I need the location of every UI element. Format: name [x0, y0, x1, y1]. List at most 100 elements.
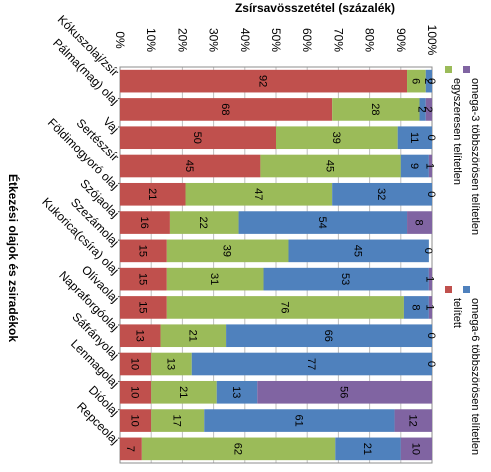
bar-segment	[332, 182, 432, 206]
bar-segment	[185, 182, 333, 206]
bar-segment	[120, 296, 167, 319]
data-label: 31	[208, 273, 220, 285]
bar-segment	[120, 409, 152, 432]
bar-segment	[169, 211, 239, 234]
bar-segment	[425, 69, 432, 93]
data-label: 21	[146, 188, 158, 200]
bar-segment	[238, 211, 408, 234]
data-label: 0	[425, 361, 437, 367]
data-label: 9	[408, 163, 420, 169]
data-label: 45	[352, 245, 364, 257]
data-label: 13	[230, 386, 242, 398]
bar-segment	[120, 126, 276, 150]
data-label: 1	[423, 304, 435, 310]
data-label: 32	[375, 188, 387, 200]
bar-segment	[120, 352, 152, 376]
x-tick-label: 60%	[300, 28, 314, 52]
bar-segment	[419, 98, 426, 121]
legend-label: egyszeresen telítetlen	[451, 78, 463, 185]
data-label: 15	[136, 245, 148, 257]
legend-swatch	[463, 66, 470, 73]
bar-segment	[120, 154, 261, 178]
x-tick-label: 40%	[238, 28, 252, 52]
data-label: 47	[252, 188, 264, 200]
data-label: 2	[422, 78, 434, 84]
data-label: 10	[409, 443, 421, 455]
bar-segment	[151, 380, 217, 404]
data-label: 16	[138, 216, 150, 228]
data-label: 68	[219, 103, 231, 115]
x-tick-label: 20%	[175, 28, 189, 52]
bar-segment	[407, 69, 426, 93]
data-label: 28	[369, 103, 381, 115]
data-label: 11	[408, 132, 420, 143]
legend-swatch	[463, 286, 470, 293]
data-label: 62	[232, 443, 244, 455]
data-label: 77	[305, 358, 317, 370]
bar-segment	[216, 380, 258, 404]
data-label: 7	[124, 446, 136, 452]
bar-segment	[160, 324, 227, 348]
x-tick-label: 30%	[207, 28, 221, 52]
bar-segment	[191, 352, 432, 376]
bar-segment	[120, 380, 152, 404]
data-label: 0	[425, 78, 437, 84]
data-label: 10	[129, 358, 141, 370]
x-tick-label: 0%	[113, 31, 127, 49]
x-tick-label: 10%	[144, 28, 158, 52]
data-label: 39	[330, 132, 342, 144]
data-label: 61	[292, 414, 304, 426]
bar-segment	[120, 182, 186, 206]
bar-segment	[204, 409, 395, 432]
bar-segment	[260, 154, 401, 178]
bar-segment	[120, 69, 408, 93]
data-label: 39	[221, 245, 233, 257]
category-label: Vaj	[100, 114, 122, 136]
data-label: 1	[423, 163, 435, 169]
chart-title: Zsírsavösszetétel (százalék)	[235, 1, 395, 15]
bar-segment	[120, 239, 167, 263]
data-label: 22	[197, 216, 209, 228]
bar-segment	[120, 267, 167, 291]
bar-segment	[400, 437, 432, 461]
data-label: 10	[129, 414, 141, 426]
bar-segment	[166, 296, 404, 319]
bar-segment	[400, 154, 429, 178]
bar-segment	[425, 98, 432, 121]
bar-segment	[428, 154, 432, 178]
legend-label: omega-3 többszörösen telítetlen	[469, 78, 481, 235]
plot-frame	[119, 66, 433, 464]
data-label: 0	[422, 248, 434, 254]
x-tick-label: 90%	[394, 28, 408, 52]
data-label: 12	[406, 414, 418, 426]
data-label: 54	[316, 216, 328, 228]
data-label: 8	[413, 220, 425, 226]
bar-segment	[120, 98, 333, 121]
data-label: 50	[191, 132, 203, 144]
data-label: 45	[183, 160, 195, 172]
data-label: 66	[322, 330, 334, 342]
bar-segment	[263, 267, 429, 291]
legend-swatch	[445, 66, 452, 73]
x-axis-ticks: 0% 10% 20% 30% 40% 50% 60% 70% 80% 90% 100%	[113, 25, 439, 56]
data-label: 45	[324, 160, 336, 172]
legend: omega-3 többszörösen telítetlen egyszeres…	[445, 66, 481, 455]
bar-segment	[332, 98, 420, 121]
y-axis-label: Étkezési olajok és zsiradékok	[6, 174, 21, 342]
legend-swatch	[445, 286, 452, 293]
data-label: 56	[338, 386, 350, 398]
data-label: 15	[136, 301, 148, 313]
data-label: 21	[177, 386, 189, 398]
legend-label: omega-6 többszörösen telítetlen	[469, 298, 481, 455]
bar-segment	[397, 126, 432, 150]
bar-segment	[428, 267, 432, 291]
bar-segment	[288, 239, 429, 263]
bar-segment	[335, 437, 401, 461]
data-label: 0	[425, 333, 437, 339]
bar-segment	[276, 126, 398, 150]
data-label: 21	[361, 443, 373, 455]
bar-segment	[257, 380, 432, 404]
bar-segment	[120, 324, 161, 348]
